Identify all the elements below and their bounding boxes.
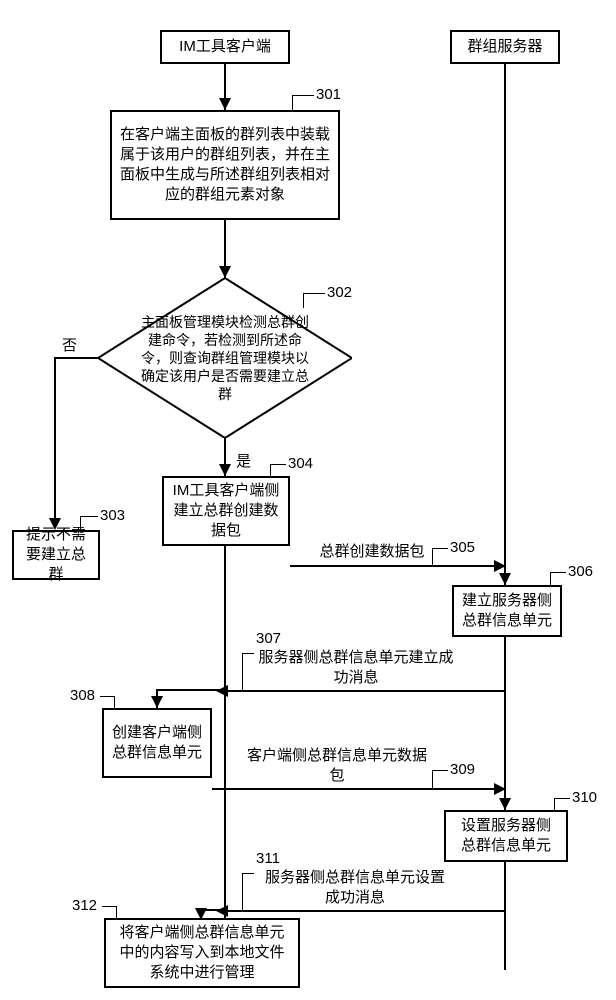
msg-311-line [226, 910, 504, 912]
num-311: 311 [256, 850, 280, 867]
lane-client-label: IM工具客户端 [179, 37, 271, 57]
node-312-text: 将客户端侧总群信息单元中的内容写入到本地文件系统中进行管理 [114, 923, 290, 984]
node-308-text: 创建客户端侧总群信息单元 [112, 723, 202, 764]
num-301: 301 [316, 86, 341, 103]
num-312: 312 [72, 897, 97, 914]
msg-311-text: 服务器侧总群信息单元设置成功消息 [260, 868, 450, 907]
num-303: 303 [100, 507, 125, 524]
flowchart-diagram: IM工具客户端 群组服务器 在客户端主面板的群列表中装载属于该用户的群组列表，并… [20, 20, 596, 980]
num-304: 304 [288, 455, 313, 472]
num-310: 310 [572, 789, 597, 806]
msg-305-text: 总群创建数据包 [302, 542, 442, 562]
num-305: 305 [450, 539, 475, 556]
lane-server-label: 群组服务器 [467, 37, 542, 57]
lane-header-client: IM工具客户端 [160, 30, 290, 64]
node-303-text: 提示不需要建立总群 [22, 525, 90, 586]
no-label: 否 [62, 334, 77, 355]
node-302-text: 主面板管理模块检测总群创建命令，若检测到所述命令，则查询群组管理模块以确定该用户… [138, 313, 312, 404]
msg-307-line [226, 690, 504, 692]
num-308: 308 [70, 687, 95, 704]
msg-309-line [212, 788, 504, 790]
node-301-text: 在客户端主面板的群列表中装载属于该用户的群组列表，并在主面板中生成与所述群组列表… [120, 125, 330, 206]
num-302: 302 [327, 284, 352, 301]
node-306-text: 建立服务器侧总群信息单元 [462, 591, 552, 632]
node-312: 将客户端侧总群信息单元中的内容写入到本地文件系统中进行管理 [104, 918, 300, 988]
node-304: IM工具客户端侧建立总群创建数据包 [162, 476, 290, 546]
node-308: 创建客户端侧总群信息单元 [102, 708, 212, 778]
node-310-text: 设置服务器侧总群信息单元 [454, 816, 558, 857]
node-310: 设置服务器侧总群信息单元 [444, 810, 568, 862]
node-304-text: IM工具客户端侧建立总群创建数据包 [172, 481, 280, 542]
num-307: 307 [256, 630, 281, 647]
node-302: 主面板管理模块检测总群创建命令，若检测到所述命令，则查询群组管理模块以确定该用户… [98, 278, 352, 438]
node-306: 建立服务器侧总群信息单元 [452, 585, 562, 637]
msg-309-text: 客户端侧总群信息单元数据包 [242, 746, 432, 785]
node-303: 提示不需要建立总群 [12, 530, 100, 580]
lane-header-server: 群组服务器 [450, 30, 560, 64]
node-301: 在客户端主面板的群列表中装载属于该用户的群组列表，并在主面板中生成与所述群组列表… [110, 110, 340, 220]
num-306: 306 [568, 563, 593, 580]
msg-305-line [290, 565, 504, 567]
num-309: 309 [450, 761, 475, 778]
msg-307-text: 服务器侧总群信息单元建立成功消息 [256, 648, 456, 687]
yes-label: 是 [236, 450, 251, 471]
